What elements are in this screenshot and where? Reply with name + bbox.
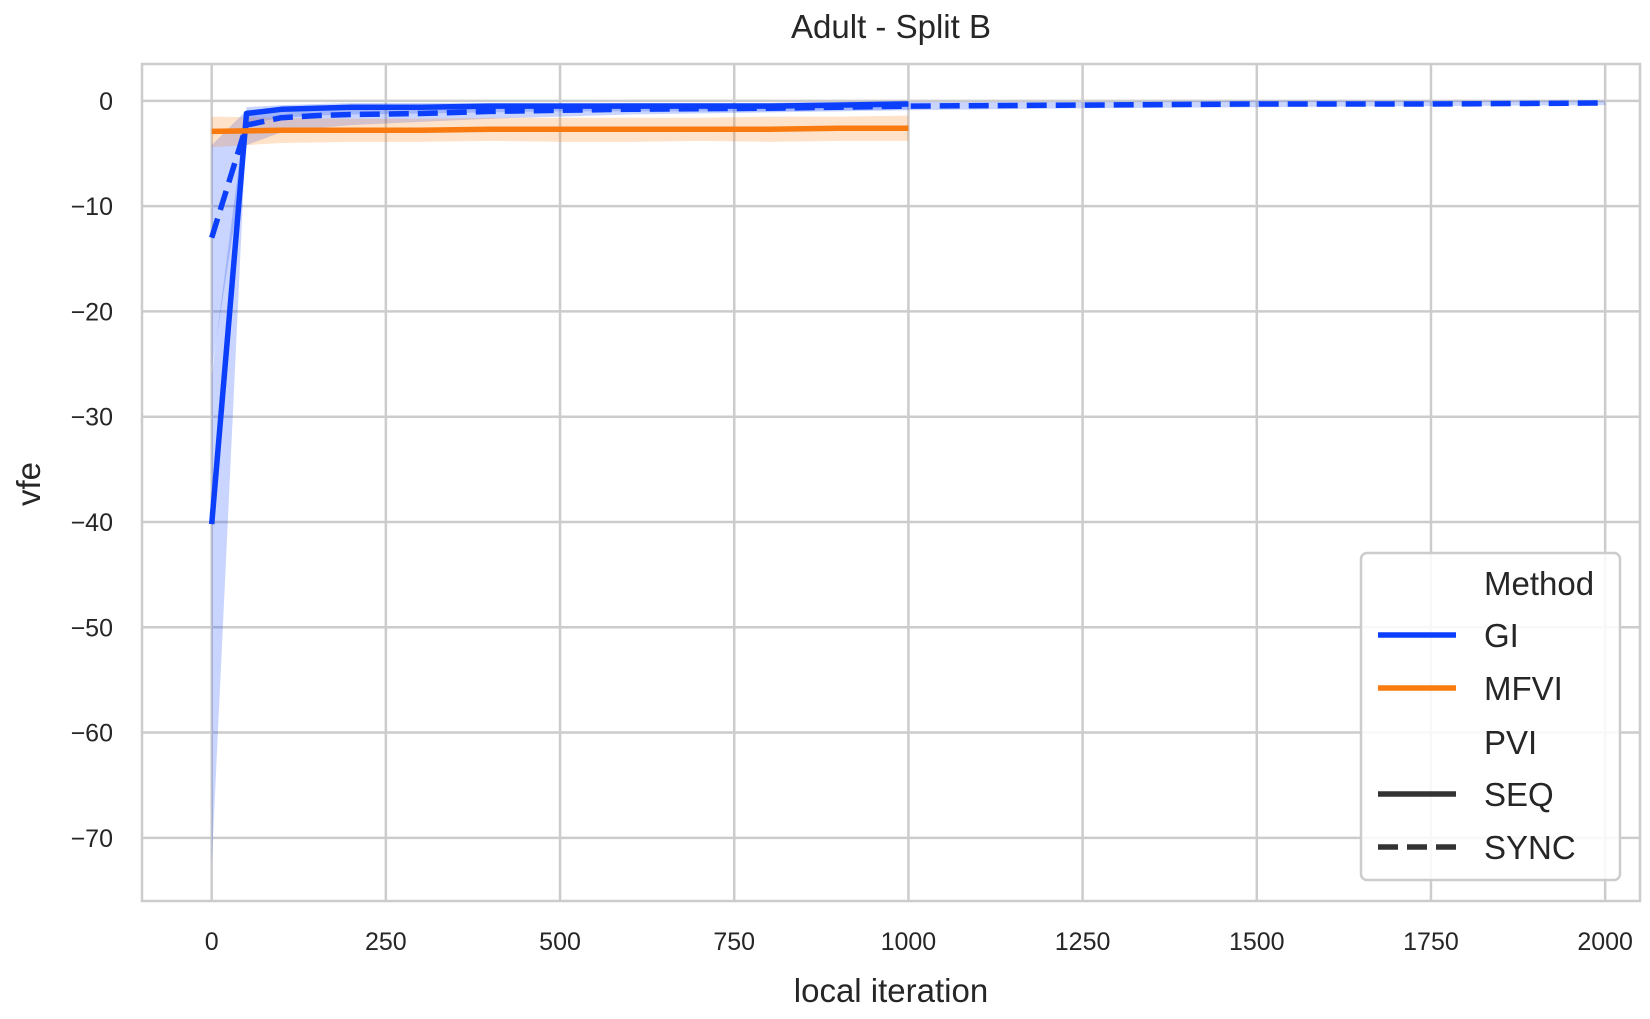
x-tick-label: 2000: [1577, 928, 1633, 956]
y-tick-labels: 0 −10 −20 −30 −40 −50 −60 −70: [71, 88, 113, 853]
y-tick-label: 0: [99, 88, 113, 116]
y-axis-title: vfe: [10, 462, 47, 506]
x-tick-label: 1750: [1403, 928, 1459, 956]
y-tick-label: −10: [71, 193, 113, 221]
legend-label-mfvi: MFVI: [1484, 670, 1563, 707]
chart-title: Adult - Split B: [791, 8, 991, 45]
legend-hue-title: Method: [1484, 565, 1594, 602]
x-tick-label: 500: [539, 928, 581, 956]
x-tick-label: 1000: [881, 928, 937, 956]
legend-label-gi: GI: [1484, 617, 1519, 654]
x-tick-label: 1500: [1229, 928, 1285, 956]
x-tick-label: 0: [205, 928, 219, 956]
legend: Method GI MFVI PVI SEQ SYNC: [1359, 551, 1622, 882]
x-tick-labels: 0 250 500 750 1000 1250 1500 1750 2000: [205, 928, 1633, 956]
series-lines: [208, 100, 1606, 525]
legend-label-sync: SYNC: [1484, 829, 1576, 866]
x-tick-label: 750: [713, 928, 755, 956]
y-tick-label: −60: [71, 720, 113, 748]
y-tick-label: −40: [71, 509, 113, 537]
x-tick-label: 1250: [1055, 928, 1111, 956]
y-tick-label: −50: [71, 614, 113, 642]
y-tick-label: −30: [71, 404, 113, 432]
legend-style-title: PVI: [1484, 724, 1537, 761]
x-tick-label: 250: [365, 928, 407, 956]
x-axis-title: local iteration: [794, 972, 988, 1009]
y-tick-label: −20: [71, 298, 113, 326]
series-line-mfvi-seq: [211, 125, 909, 135]
y-tick-label: −70: [71, 825, 113, 853]
legend-label-seq: SEQ: [1484, 776, 1554, 813]
plot-frame: [140, 62, 1642, 903]
